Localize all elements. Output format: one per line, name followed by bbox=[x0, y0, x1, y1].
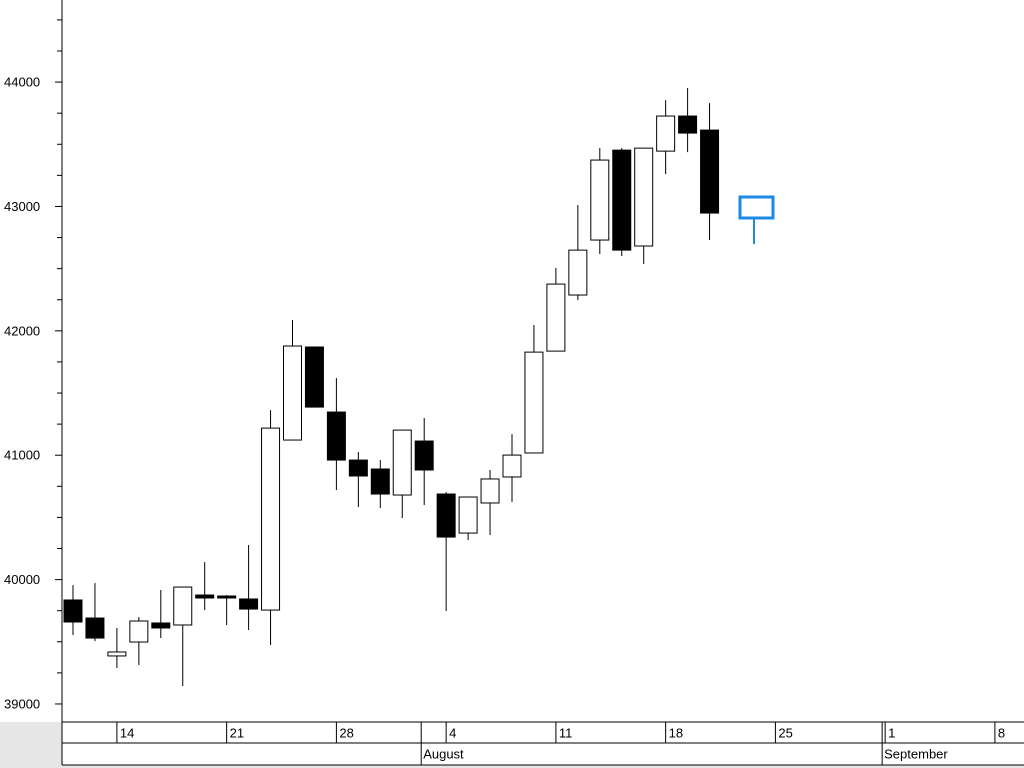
candle-body bbox=[151, 622, 171, 629]
candle-body bbox=[85, 617, 105, 639]
y-tick-label: 42000 bbox=[4, 323, 40, 338]
x-tick-label: 11 bbox=[559, 725, 573, 740]
candle-body bbox=[283, 345, 302, 441]
y-tick-label: 40000 bbox=[4, 572, 40, 587]
x-tick-label: 4 bbox=[449, 725, 456, 740]
x-tick-label: 28 bbox=[339, 725, 353, 740]
candle-body bbox=[634, 147, 654, 247]
candle-body bbox=[304, 346, 324, 408]
candle-body bbox=[326, 411, 346, 461]
candle-body bbox=[261, 427, 281, 611]
candle-body bbox=[392, 429, 412, 496]
candle-body bbox=[414, 440, 434, 471]
x-tick-label: 8 bbox=[998, 725, 1005, 740]
candle-body bbox=[436, 493, 456, 538]
y-tick-label: 39000 bbox=[4, 696, 40, 711]
candle-body bbox=[217, 595, 237, 599]
candle-body bbox=[173, 586, 193, 626]
candle-body bbox=[63, 599, 83, 623]
candle-body bbox=[590, 159, 610, 241]
x-tick-label: 21 bbox=[230, 725, 244, 740]
candle-body bbox=[458, 496, 478, 534]
month-label: September bbox=[884, 746, 948, 761]
candle-body bbox=[612, 149, 632, 251]
x-tick-label: 1 bbox=[888, 725, 895, 740]
candle-body bbox=[107, 651, 127, 657]
y-tick-label: 43000 bbox=[4, 199, 40, 214]
candle-body bbox=[195, 594, 215, 599]
candle-body bbox=[568, 249, 588, 296]
y-tick-label: 41000 bbox=[4, 448, 40, 463]
candle-body bbox=[480, 478, 500, 504]
candle-body bbox=[524, 351, 544, 454]
price-marker bbox=[738, 195, 775, 244]
y-tick-label: 44000 bbox=[4, 75, 40, 90]
candle-body bbox=[656, 115, 676, 152]
candle-body bbox=[129, 620, 149, 643]
month-label: August bbox=[423, 746, 464, 761]
candle-body bbox=[502, 454, 522, 478]
candle-body bbox=[678, 115, 698, 134]
candle-body bbox=[239, 598, 259, 610]
candle-body bbox=[348, 459, 368, 477]
candle-body bbox=[370, 468, 390, 495]
bottom-strip bbox=[62, 765, 1024, 768]
x-tick-label: 14 bbox=[120, 725, 134, 740]
corner-panel bbox=[0, 722, 62, 768]
candle-body bbox=[700, 129, 720, 214]
x-tick-label: 18 bbox=[669, 725, 683, 740]
candle-body bbox=[546, 283, 566, 352]
x-tick-label: 25 bbox=[778, 725, 792, 740]
